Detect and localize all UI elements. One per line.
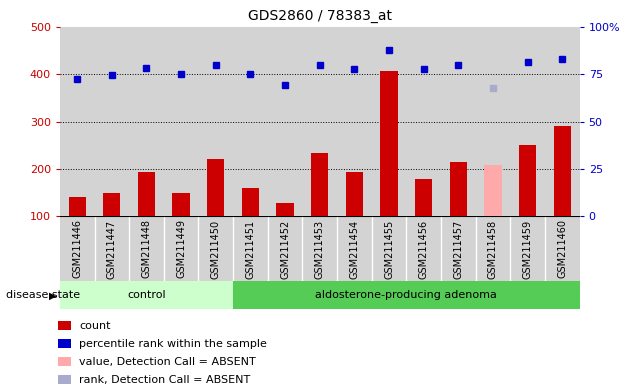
Bar: [58, 375, 71, 384]
Text: ▶: ▶: [49, 290, 57, 300]
Bar: [346, 172, 363, 216]
Text: GSM211449: GSM211449: [176, 220, 186, 278]
Text: percentile rank within the sample: percentile rank within the sample: [79, 339, 267, 349]
Text: GSM211459: GSM211459: [523, 220, 532, 278]
Text: GSM211450: GSM211450: [211, 220, 220, 278]
Bar: [381, 71, 398, 216]
Bar: [406, 216, 441, 281]
Bar: [545, 216, 580, 281]
Bar: [415, 179, 432, 216]
Text: GSM211447: GSM211447: [107, 220, 117, 278]
Text: GSM211451: GSM211451: [246, 220, 255, 278]
Bar: [268, 216, 302, 281]
Text: value, Detection Call = ABSENT: value, Detection Call = ABSENT: [79, 356, 256, 367]
Text: GSM211458: GSM211458: [488, 220, 498, 278]
Bar: [198, 27, 233, 216]
Bar: [233, 281, 580, 309]
Text: disease state: disease state: [6, 290, 81, 300]
Text: GSM211457: GSM211457: [454, 220, 463, 279]
Bar: [545, 27, 580, 216]
Bar: [476, 216, 510, 281]
Text: aldosterone-producing adenoma: aldosterone-producing adenoma: [316, 290, 497, 300]
Bar: [337, 27, 372, 216]
Bar: [510, 27, 545, 216]
Text: GSM211455: GSM211455: [384, 220, 394, 279]
Bar: [58, 339, 71, 348]
Text: GSM211446: GSM211446: [72, 220, 82, 278]
Bar: [302, 216, 337, 281]
Text: count: count: [79, 321, 111, 331]
Bar: [164, 216, 198, 281]
Bar: [164, 27, 198, 216]
Bar: [510, 216, 545, 281]
Text: GSM211456: GSM211456: [419, 220, 428, 278]
Bar: [60, 27, 94, 216]
Bar: [450, 162, 467, 216]
Bar: [173, 192, 190, 216]
Bar: [138, 172, 155, 216]
Bar: [372, 27, 406, 216]
Bar: [337, 216, 372, 281]
Text: rank, Detection Call = ABSENT: rank, Detection Call = ABSENT: [79, 374, 251, 384]
Bar: [233, 216, 268, 281]
Bar: [129, 216, 164, 281]
Text: GSM211460: GSM211460: [558, 220, 567, 278]
Bar: [94, 27, 129, 216]
Text: GSM211453: GSM211453: [315, 220, 324, 278]
Bar: [69, 197, 86, 216]
Title: GDS2860 / 78383_at: GDS2860 / 78383_at: [248, 9, 392, 23]
Bar: [58, 357, 71, 366]
Bar: [441, 216, 476, 281]
Bar: [372, 216, 406, 281]
Text: control: control: [127, 290, 166, 300]
Bar: [302, 27, 337, 216]
Bar: [233, 27, 268, 216]
Bar: [198, 216, 233, 281]
Bar: [476, 27, 510, 216]
Bar: [242, 188, 259, 216]
Bar: [268, 27, 302, 216]
Bar: [554, 126, 571, 216]
Bar: [207, 159, 224, 216]
Bar: [277, 204, 294, 216]
Bar: [60, 216, 94, 281]
Bar: [406, 27, 441, 216]
Text: GSM211454: GSM211454: [350, 220, 359, 278]
Bar: [484, 165, 501, 216]
Text: GSM211452: GSM211452: [280, 220, 290, 279]
Bar: [311, 153, 328, 216]
Text: GSM211448: GSM211448: [142, 220, 151, 278]
Bar: [103, 192, 120, 216]
Bar: [60, 281, 233, 309]
Bar: [441, 27, 476, 216]
Bar: [94, 216, 129, 281]
Bar: [129, 27, 164, 216]
Bar: [519, 145, 536, 216]
Bar: [58, 321, 71, 330]
